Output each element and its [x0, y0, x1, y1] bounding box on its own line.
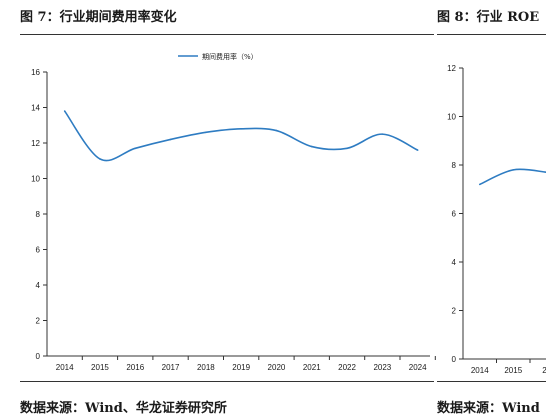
left-data-point [382, 133, 384, 135]
right-y-tick-label: 4 [452, 258, 457, 267]
left-data-point [64, 110, 66, 112]
left-x-tick-label: 2017 [162, 363, 180, 372]
roe-chart: 0 2 4 6 8 10 12 2014 2015 20 [447, 64, 546, 375]
left-x-tick-label: 2020 [268, 363, 286, 372]
left-x-tick-label: 2016 [126, 363, 144, 372]
left-data-point [170, 139, 172, 141]
left-x-tick-label: 2022 [338, 363, 356, 372]
left-data-point [276, 130, 278, 132]
right-y-tick-label: 0 [452, 355, 457, 364]
expense-ratio-chart: 0 2 4 6 8 10 12 14 16 2014 2015 2016 2017 2018 2019 202… [31, 52, 435, 372]
left-data-point [311, 146, 313, 148]
right-y-tick-label: 10 [447, 113, 456, 122]
left-x-tick-label: 2014 [56, 363, 74, 372]
right-data-point [479, 184, 481, 186]
left-x-tick-label: 2023 [373, 363, 391, 372]
right-y-tick-label: 12 [447, 64, 456, 73]
left-y-tick-label: 16 [31, 68, 40, 77]
right-y-tick-label: 8 [452, 161, 457, 170]
source-right: 数据来源：Wind [437, 397, 540, 416]
left-x-tick-label: 2019 [232, 363, 250, 372]
right-x-tick-label: 2014 [471, 366, 489, 375]
left-y-tick-label: 0 [36, 352, 41, 361]
left-y-tick-label: 8 [36, 210, 41, 219]
right-x-tick-label: 2015 [504, 366, 522, 375]
left-data-point [99, 158, 101, 160]
legend-label: 期间费用率（%） [202, 52, 258, 61]
right-series-line [480, 169, 546, 184]
left-y-tick-label: 14 [31, 104, 40, 113]
left-x-tick-label: 2024 [409, 363, 427, 372]
right-x-tick-label: 20 [542, 366, 546, 375]
left-y-tick-label: 4 [36, 281, 41, 290]
left-y-tick-label: 10 [31, 175, 40, 184]
left-x-tick-label: 2021 [303, 363, 321, 372]
left-y-tick-label: 12 [31, 139, 40, 148]
left-x-tick-label: 2018 [197, 363, 215, 372]
left-x-tick-label: 2015 [91, 363, 109, 372]
right-y-tick-label: 6 [452, 210, 457, 219]
left-data-point [417, 149, 419, 151]
left-series-line [65, 111, 418, 161]
left-data-point [205, 132, 207, 134]
left-y-tick-label: 6 [36, 246, 41, 255]
source-left: 数据来源：Wind、华龙证券研究所 [20, 397, 227, 416]
left-data-point [134, 148, 136, 150]
left-data-point [240, 128, 242, 130]
left-y-tick-label: 2 [36, 317, 41, 326]
left-data-point [346, 148, 348, 150]
right-data-point [512, 169, 514, 171]
right-y-tick-label: 2 [452, 307, 457, 316]
